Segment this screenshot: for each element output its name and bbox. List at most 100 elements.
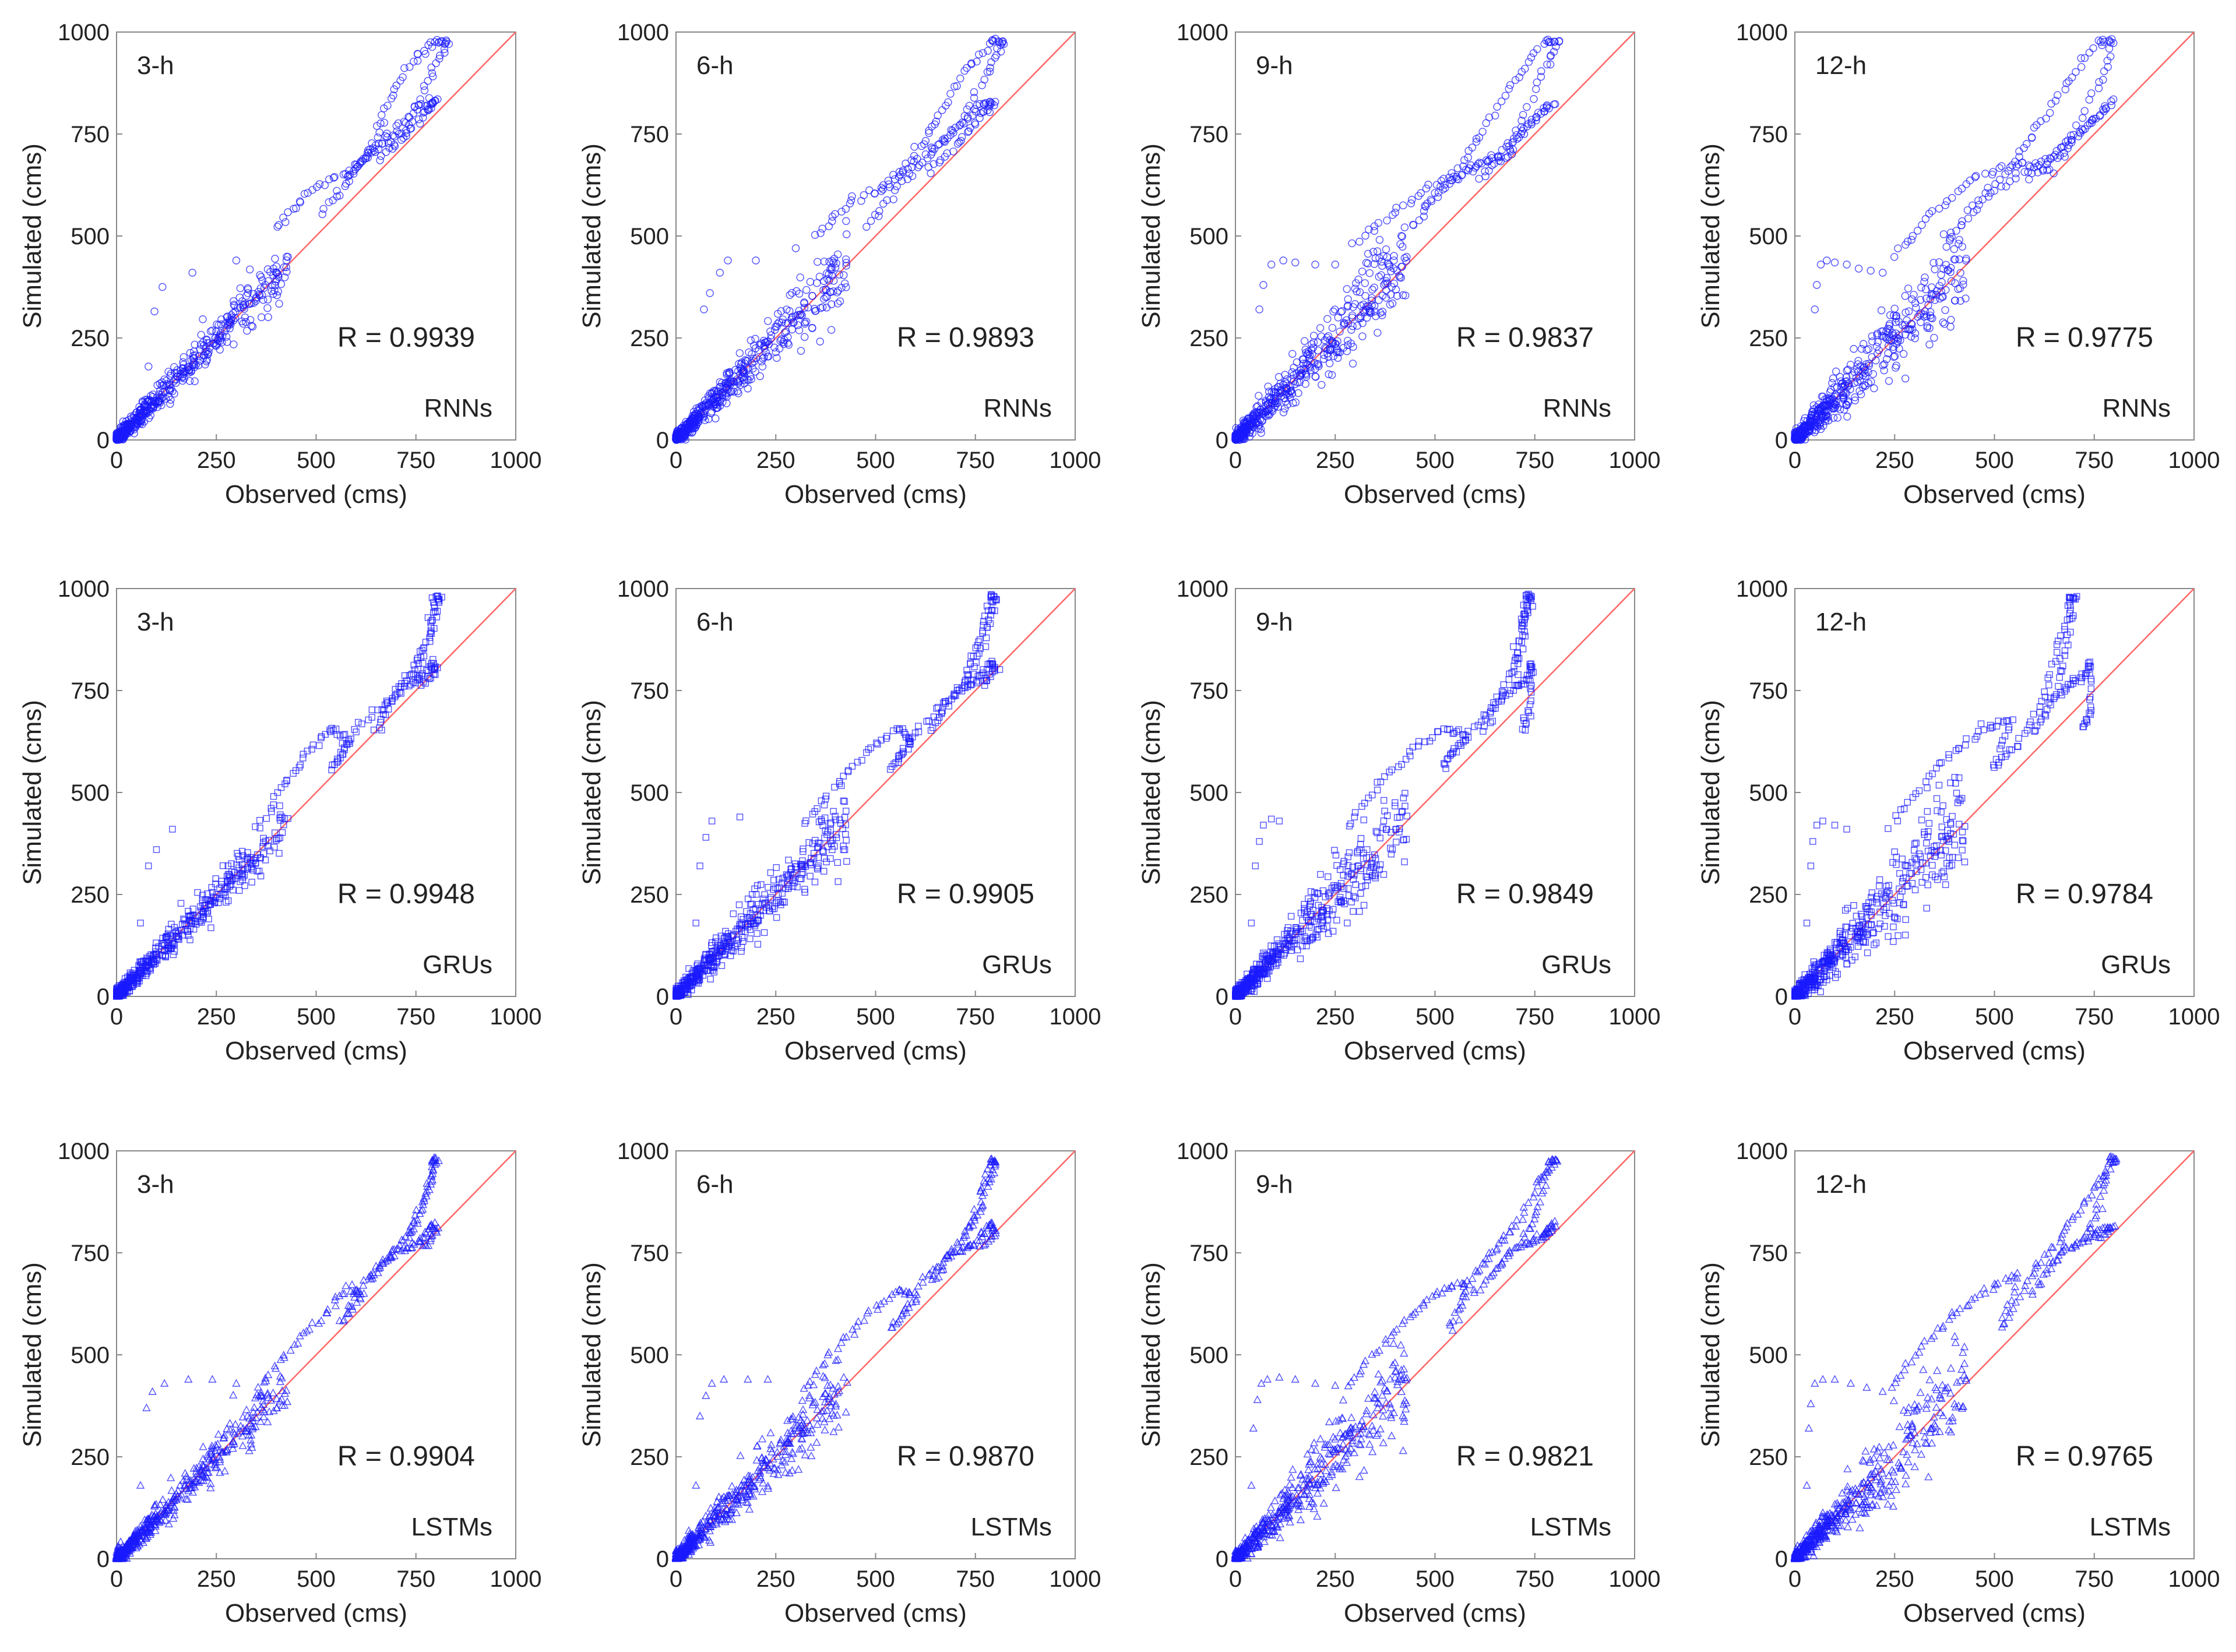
data-point <box>834 250 842 259</box>
data-point <box>960 66 969 75</box>
data-point <box>329 174 338 182</box>
data-point <box>987 58 995 66</box>
data-point <box>814 258 822 266</box>
data-point <box>843 230 851 238</box>
data-point <box>722 378 730 387</box>
data-point <box>390 142 399 150</box>
lead-time-label: 9-h <box>1256 51 1293 80</box>
data-point <box>978 49 987 57</box>
data-point <box>256 271 264 279</box>
data-point <box>226 316 234 324</box>
data-point <box>369 144 377 153</box>
data-point <box>190 347 198 355</box>
data-point <box>802 286 811 294</box>
data-point <box>158 378 166 386</box>
data-point <box>217 315 226 323</box>
data-point <box>240 305 248 313</box>
data-point <box>760 341 769 350</box>
data-point <box>1338 307 1346 315</box>
data-point <box>938 106 946 114</box>
data-point <box>145 362 153 371</box>
correlation-label: R = 0.9893 <box>897 322 1034 353</box>
data-point <box>904 165 912 173</box>
data-point <box>895 168 904 176</box>
x-axis-label: Observed (cms) <box>225 480 407 509</box>
y-tick-label: 0 <box>97 984 110 1010</box>
data-point <box>816 229 825 237</box>
data-point <box>696 404 705 413</box>
data-point <box>194 361 203 369</box>
data-point <box>249 290 258 298</box>
data-point <box>132 416 140 424</box>
x-tick-label: 750 <box>1515 1004 1554 1030</box>
data-point <box>780 336 788 344</box>
data-point <box>143 396 152 404</box>
data-point <box>242 318 250 326</box>
data-point <box>889 171 897 179</box>
data-point <box>273 223 281 231</box>
data-point <box>1343 336 1352 345</box>
data-point <box>223 333 231 341</box>
x-tick-label: 0 <box>670 1004 682 1030</box>
data-point <box>890 186 899 195</box>
y-tick-label: 500 <box>1749 224 1788 249</box>
data-point <box>364 149 373 157</box>
y-tick-label: 0 <box>97 428 110 453</box>
data-point <box>970 105 978 114</box>
data-point <box>813 279 821 287</box>
data-point <box>272 275 281 283</box>
x-axis-label: Observed (cms) <box>1344 480 1526 509</box>
data-point <box>199 315 207 323</box>
y-tick-label: 0 <box>656 984 669 1010</box>
data-point <box>834 300 842 308</box>
data-point <box>986 39 994 48</box>
data-point <box>764 317 772 325</box>
data-point <box>290 205 298 213</box>
y-tick-label: 1000 <box>1736 20 1788 45</box>
x-tick-label: 750 <box>956 1004 995 1030</box>
data-point <box>344 171 353 179</box>
data-point <box>239 303 247 311</box>
y-tick-label: 500 <box>1189 780 1228 806</box>
data-point <box>846 199 854 207</box>
data-point <box>735 349 744 357</box>
data-point <box>751 368 759 376</box>
data-point <box>211 334 220 342</box>
data-point <box>1327 371 1336 379</box>
data-point <box>828 217 836 226</box>
data-point <box>319 205 328 213</box>
data-point <box>417 100 425 108</box>
data-point <box>885 180 893 189</box>
x-tick-label: 500 <box>1415 448 1455 473</box>
data-point <box>833 288 841 297</box>
data-point <box>862 223 871 231</box>
data-point <box>914 163 922 171</box>
data-point <box>397 136 406 144</box>
data-point <box>400 64 409 72</box>
data-point <box>277 280 286 288</box>
data-point <box>197 330 205 339</box>
data-point <box>162 376 171 385</box>
data-points <box>672 34 1008 444</box>
x-tick-label: 250 <box>1875 448 1914 473</box>
data-point <box>956 74 964 83</box>
data-point <box>842 217 850 226</box>
data-point <box>986 64 994 72</box>
data-point <box>246 316 255 324</box>
data-point <box>787 314 796 322</box>
data-point <box>396 76 404 85</box>
x-tick-label: 500 <box>1415 1004 1455 1030</box>
data-point <box>802 318 811 326</box>
data-point <box>829 287 837 295</box>
data-point <box>766 327 774 336</box>
lead-time-label: 6-h <box>696 608 734 636</box>
data-point <box>420 108 429 116</box>
data-point <box>841 255 850 263</box>
data-point <box>406 63 414 71</box>
data-point <box>757 340 766 348</box>
x-tick-label: 750 <box>956 448 995 473</box>
data-point <box>801 319 809 328</box>
data-point <box>928 145 936 153</box>
